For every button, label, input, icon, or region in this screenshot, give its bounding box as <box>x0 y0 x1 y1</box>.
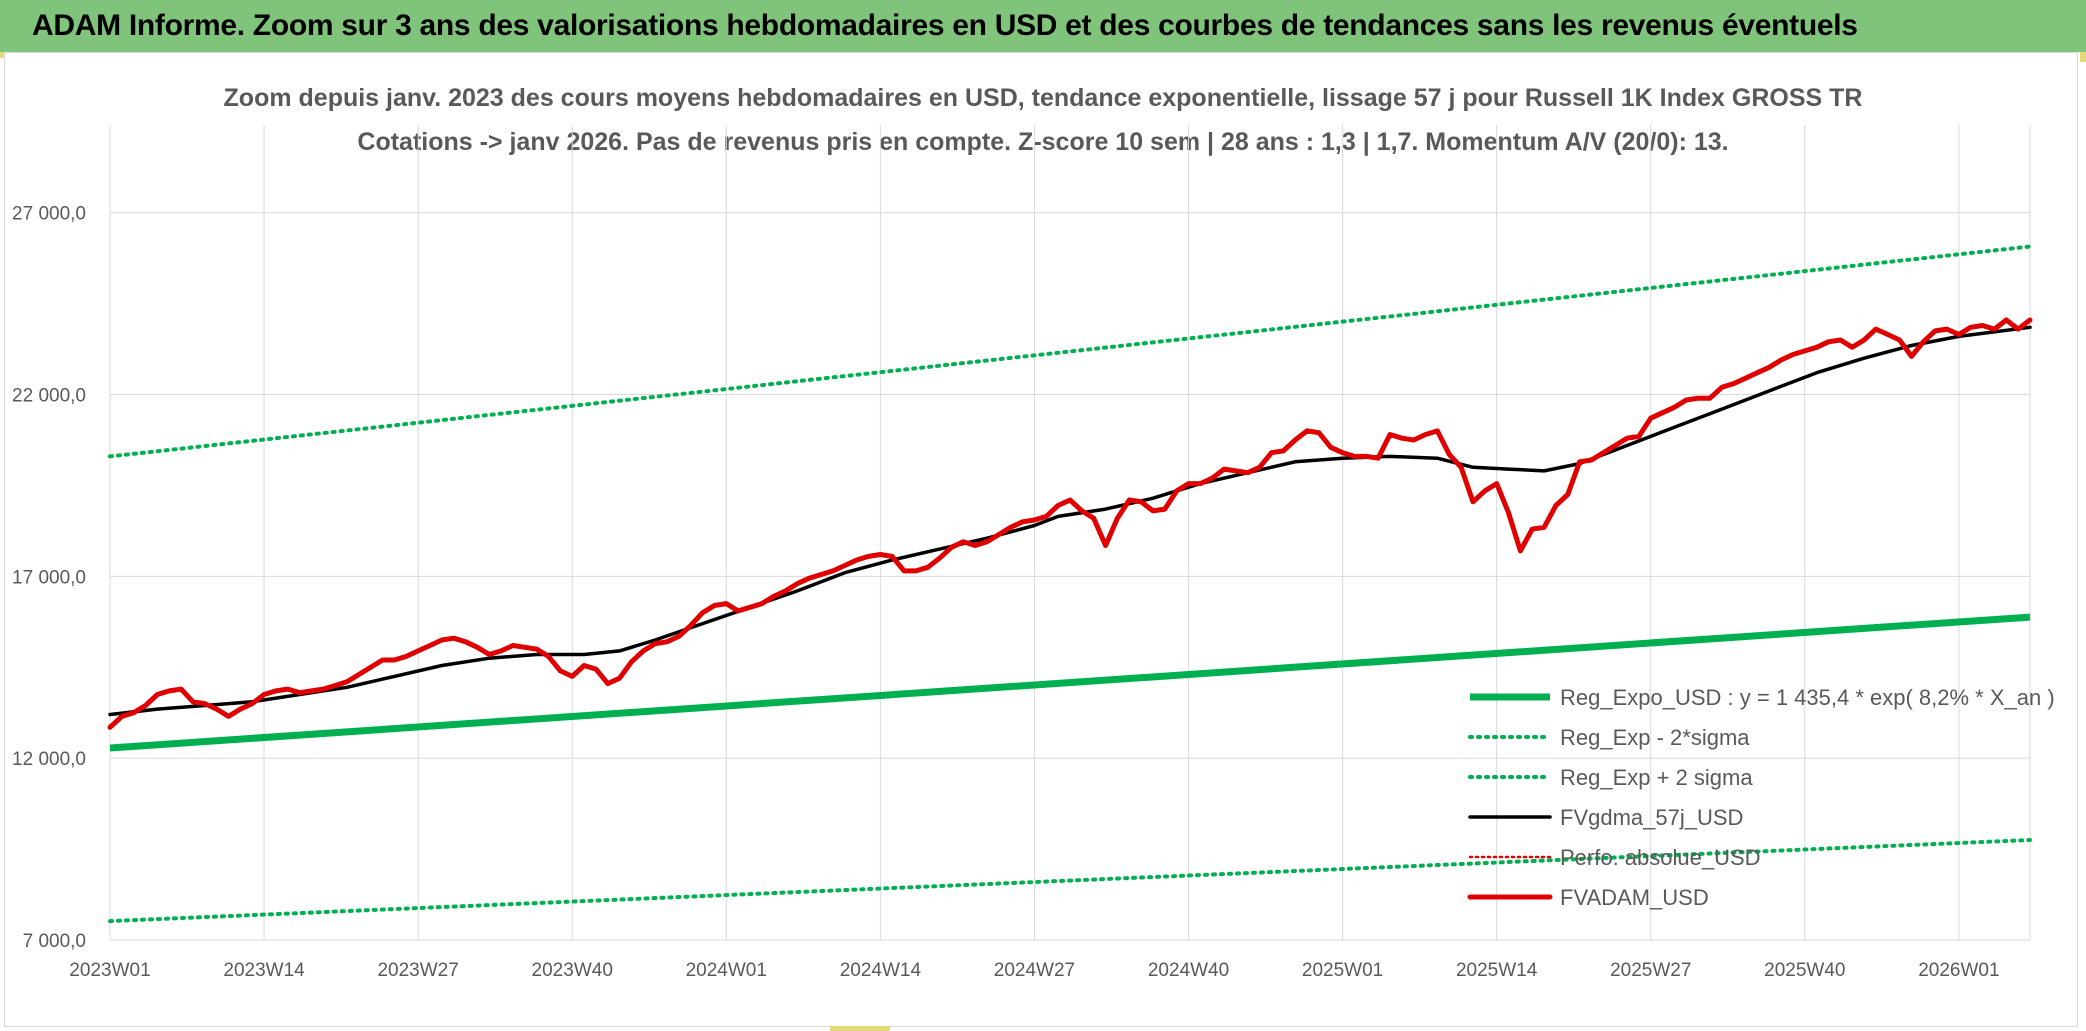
legend-label: Perfo. absolue_USD <box>1560 845 1761 870</box>
bottom-accent <box>830 1026 890 1031</box>
legend-label: FVgdma_57j_USD <box>1560 805 1743 830</box>
series-line-0 <box>109 613 2031 752</box>
corner-accent-right <box>2080 52 2086 62</box>
corner-accent-left <box>0 52 4 58</box>
report-title: ADAM Informe. Zoom sur 3 ans des valoris… <box>32 9 1858 42</box>
y-tick-label: 17 000,0 <box>12 567 86 588</box>
x-tick-label: 2025W14 <box>1456 960 1538 981</box>
legend-label: Reg_Expo_USD : y = 1 435,4 * exp( 8,2% *… <box>1560 685 2055 710</box>
x-tick-label: 2023W40 <box>532 960 613 981</box>
series-line-5 <box>107 317 2033 730</box>
chart-frame <box>4 52 2078 1027</box>
x-tick-label: 2024W14 <box>840 960 922 981</box>
x-tick-label: 2024W01 <box>686 960 767 981</box>
legend-label: Reg_Exp - 2*sigma <box>1560 725 1750 750</box>
x-tick-label: 2025W40 <box>1764 960 1845 981</box>
x-tick-label: 2024W40 <box>1148 960 1229 981</box>
report-title-banner: ADAM Informe. Zoom sur 3 ans des valoris… <box>0 0 2086 52</box>
x-tick-label: 2024W27 <box>994 960 1075 981</box>
series-line-1 <box>108 838 2032 924</box>
chart-title: Zoom depuis janv. 2023 des cours moyens … <box>223 84 1863 112</box>
x-tick-label: 2023W01 <box>69 960 150 981</box>
y-tick-label: 7 000,0 <box>23 931 86 952</box>
x-tick-label: 2023W27 <box>377 960 458 981</box>
legend-label: Reg_Exp + 2 sigma <box>1560 765 1753 790</box>
x-tick-label: 2023W14 <box>223 960 305 981</box>
y-tick-label: 27 000,0 <box>12 204 86 225</box>
y-tick-label: 22 000,0 <box>12 386 86 407</box>
y-tick-label: 12 000,0 <box>12 749 86 770</box>
x-tick-label: 2025W27 <box>1610 960 1691 981</box>
series-line-3 <box>108 325 2032 717</box>
legend-label: FVADAM_USD <box>1560 885 1709 910</box>
x-tick-label: 2026W01 <box>1918 960 1999 981</box>
chart-subtitle: Cotations -> janv 2026. Pas de revenus p… <box>357 128 1729 156</box>
series-line-2 <box>108 244 2032 459</box>
x-tick-label: 2025W01 <box>1302 960 1383 981</box>
